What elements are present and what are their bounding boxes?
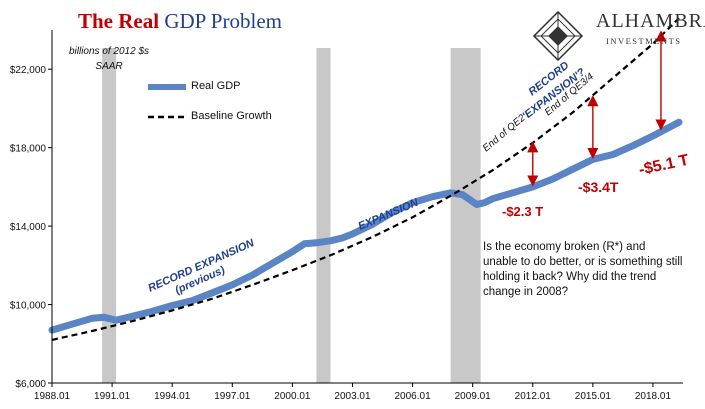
legend-label-baseline: Baseline Growth [191, 110, 272, 122]
recession-band-2 [450, 48, 481, 383]
logo-name: ALHAMBRA [596, 10, 705, 32]
gap-label-2018: -$5.1 T [637, 152, 690, 179]
question-text: Is the economy broken (R*) and unable to… [483, 241, 683, 298]
y-tick-label: $6,000 [15, 379, 46, 390]
title-part-blue: GDP Problem [164, 9, 282, 33]
legend-swatch-gdp [148, 84, 186, 90]
logo-subtitle: INVESTMENTS [606, 36, 682, 46]
x-tick-label: 2012.01 [515, 391, 552, 402]
gap-label-2015: -$3.4T [578, 179, 619, 195]
x-tick-label: 2000.01 [274, 391, 311, 402]
end-of-qe2-label: End of QE2 [481, 112, 528, 154]
series-lines [48, 17, 683, 341]
x-tick-label: 2003.01 [334, 391, 371, 402]
expansion-label: EXPANSION [356, 196, 421, 232]
y-tick-label: $10,000 [10, 301, 47, 312]
x-tick-label: 2015.01 [575, 391, 612, 402]
chart-title: The Real GDP Problem [78, 9, 282, 34]
x-tick-label: 2006.01 [394, 391, 431, 402]
legend-swatch-baseline [148, 115, 186, 119]
gap-label-2012: -$2.3 T [502, 204, 543, 219]
series-line-baseline [51, 17, 680, 341]
recession-band-1 [316, 48, 331, 383]
recession-bands [102, 48, 481, 383]
y-tick-label: $22,000 [10, 65, 47, 76]
axes: $6,000 $10,000 $14,000 $18,000 $22,000 1988.0… [10, 30, 683, 402]
units-note: billions of 2012 $s SAAR [62, 44, 156, 74]
x-tick-label: 1988.01 [34, 391, 71, 402]
series-line-real-gdp [48, 118, 683, 334]
units-line-1: billions of 2012 $s [68, 46, 150, 57]
y-tick-label: $14,000 [10, 222, 47, 233]
x-tick-label: 2009.01 [455, 391, 492, 402]
x-tick-label: 2018.01 [635, 391, 672, 402]
x-tick-label: 1994.01 [154, 391, 191, 402]
x-tick-label: 1997.01 [214, 391, 251, 402]
y-tick-label: $18,000 [10, 144, 47, 155]
title-part-red: The Real [78, 9, 160, 33]
legend-label-gdp: Real GDP [191, 80, 241, 92]
gap-arrows [527, 30, 667, 187]
x-tick-label: 1991.01 [94, 391, 131, 402]
units-line-2: SAAR [95, 61, 123, 72]
alhambra-logo-icon [532, 10, 584, 62]
recession-band-0 [102, 48, 117, 383]
